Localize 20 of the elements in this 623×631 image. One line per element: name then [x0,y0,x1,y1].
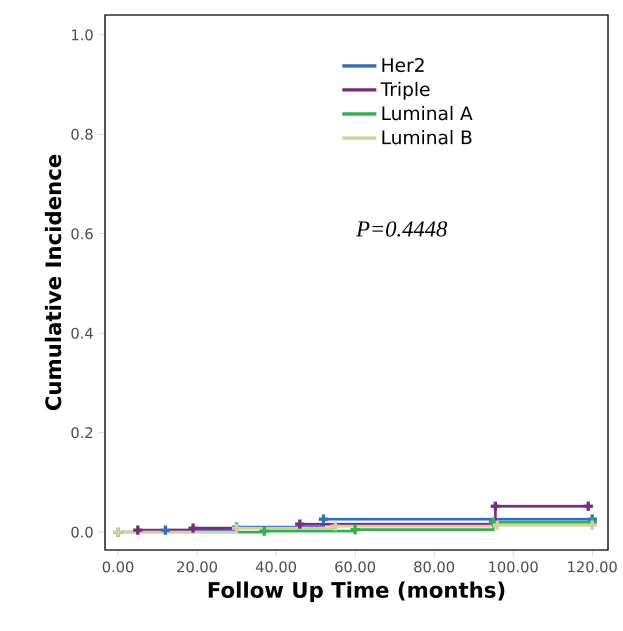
y-tick-label: 0.2 [71,427,92,438]
x-tick-label: 120.00 [568,561,617,572]
y-tick-label: 0.4 [71,328,93,339]
x-axis-title: Follow Up Time (months) [208,582,504,602]
legend-label: Triple [380,82,430,100]
y-tick-label: 0.0 [71,526,93,538]
x-tick-label: 100.00 [489,561,538,572]
y-tick-label: 1.0 [72,29,93,40]
y-tick-label: 0.8 [71,128,93,140]
y-tick-label: 0.6 [71,228,93,240]
x-tick-label: 60.00 [335,561,376,572]
x-tick-label: 40.00 [256,561,296,572]
legend-label: Luminal A [382,106,473,120]
x-tick-label: 80.00 [414,561,454,572]
x-tick-label: 0.00 [102,561,134,572]
legend-label: Her2 [382,58,424,72]
x-tick-label: 20.00 [177,561,217,572]
y-axis-title: Cumulative Incidence [44,154,62,410]
legend-label: Luminal B [382,130,472,144]
annotation: P=0.4448 [356,221,448,237]
